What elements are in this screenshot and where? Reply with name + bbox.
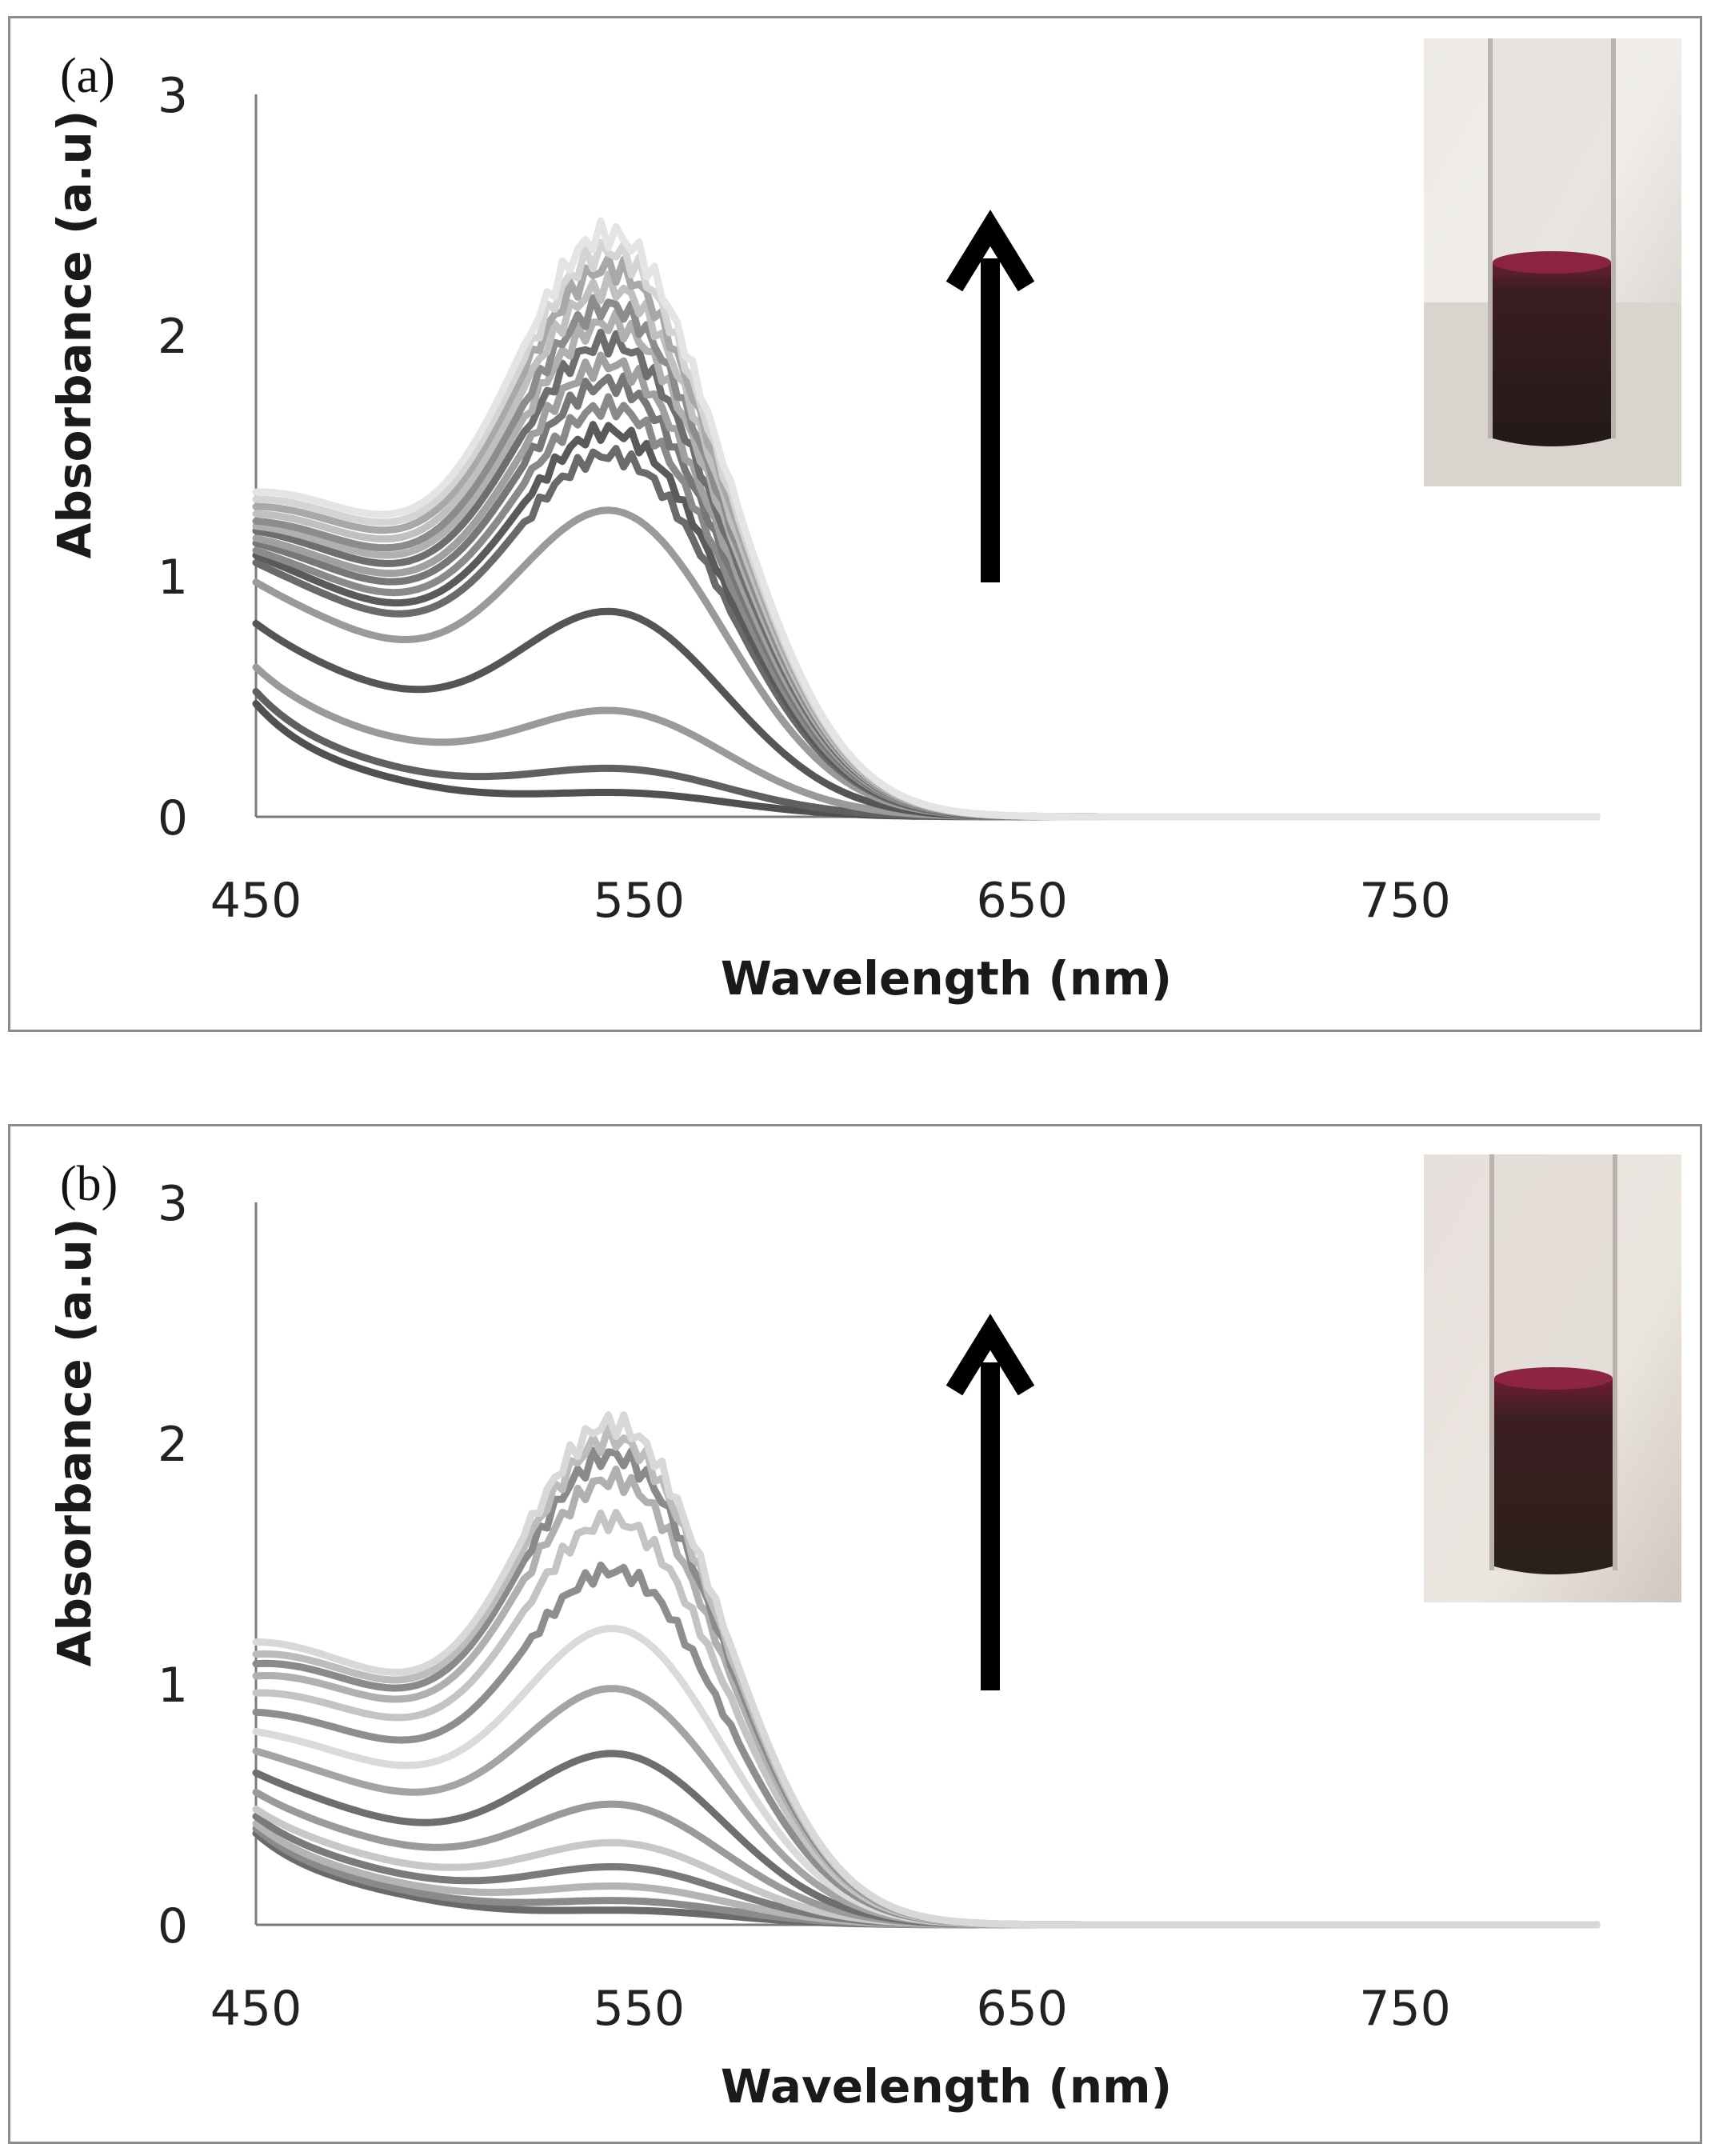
vial-photo-a <box>1424 38 1681 486</box>
panel-a: (a) Absorbance (a.u) Wavelength (nm) 450… <box>8 16 1702 1032</box>
tick-labels-a: 450 550 650 750 0 1 2 3 <box>158 68 1451 929</box>
y-axis-title-a: Absorbance (a.u) <box>47 110 102 559</box>
x-tick-label-750: 750 <box>1359 873 1451 929</box>
panel-label-b: (b) <box>60 1157 118 1211</box>
series-line-a-s2 <box>252 688 1601 821</box>
x-tick-label-650: 650 <box>976 1981 1068 2037</box>
increase-arrow-a <box>945 210 1035 582</box>
axes-a <box>254 94 1597 818</box>
y-tick-label-3: 3 <box>158 68 188 124</box>
series-line-a-s3 <box>252 663 1601 821</box>
series-line-b-s13 <box>252 1446 1601 1929</box>
x-axis-title-b: Wavelength (nm) <box>721 2059 1172 2114</box>
series-group-b <box>252 1411 1601 1929</box>
y-tick-label-1: 1 <box>158 550 188 606</box>
series-line-a-s17 <box>252 217 1601 821</box>
y-tick-label-0: 0 <box>158 1898 188 1954</box>
chart-b: (b) Absorbance (a.u) Wavelength (nm) 450… <box>47 1157 1601 2114</box>
y-tick-label-1: 1 <box>158 1658 188 1714</box>
series-line-a-s15 <box>252 254 1601 821</box>
x-tick-label-550: 550 <box>594 873 686 929</box>
y-tick-label-0: 0 <box>158 790 188 846</box>
chart-a: (a) Absorbance (a.u) Wavelength (nm) 450… <box>47 49 1601 1006</box>
y-tick-label-2: 2 <box>158 1417 188 1473</box>
series-line-b-s15 <box>252 1411 1601 1929</box>
series-group-a <box>252 217 1601 821</box>
vial-photo-b <box>1424 1154 1681 1602</box>
panel-b: (b) Absorbance (a.u) Wavelength (nm) 450… <box>8 1124 1702 2144</box>
series-line-a-s10 <box>252 351 1601 821</box>
panel-label-a: (a) <box>60 49 115 103</box>
x-axis-title-a: Wavelength (nm) <box>721 951 1172 1006</box>
y-axis-title-b: Absorbance (a.u) <box>47 1218 102 1667</box>
series-line-a-s1 <box>252 700 1601 821</box>
y-tick-label-3: 3 <box>158 1176 188 1232</box>
y-tick-label-2: 2 <box>158 309 188 365</box>
series-line-a-s8 <box>252 393 1601 821</box>
x-tick-label-450: 450 <box>210 1981 302 2037</box>
x-tick-label-650: 650 <box>976 873 1068 929</box>
tick-labels-b: 450 550 650 750 0 1 2 3 <box>158 1176 1451 2037</box>
increase-arrow-b <box>945 1314 1035 1690</box>
series-line-b-s3 <box>252 1820 1601 1929</box>
x-tick-label-450: 450 <box>210 873 302 929</box>
x-tick-label-550: 550 <box>594 1981 686 2037</box>
x-tick-label-750: 750 <box>1359 1981 1451 2037</box>
series-line-a-s4 <box>252 607 1601 821</box>
